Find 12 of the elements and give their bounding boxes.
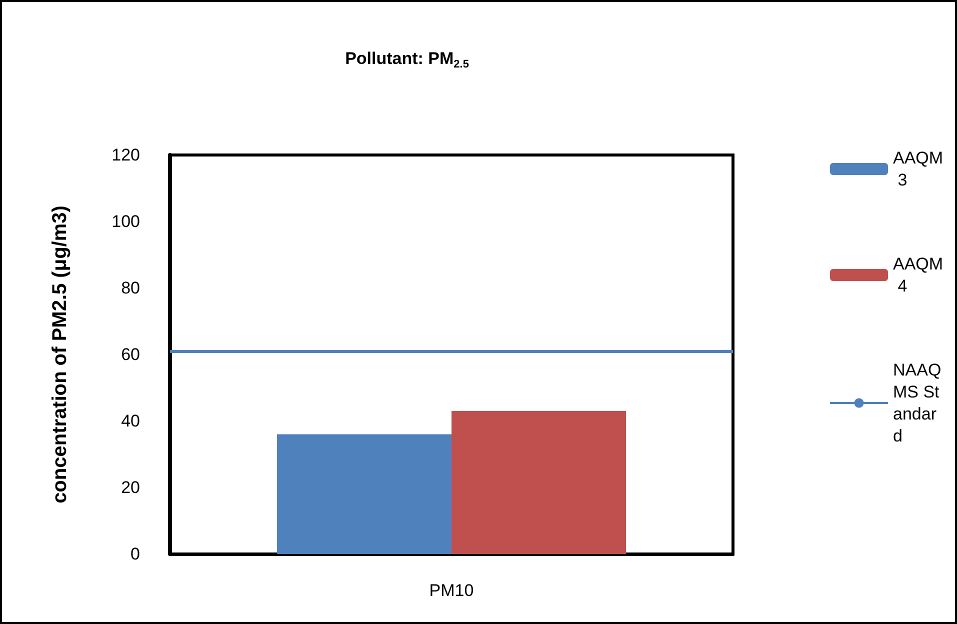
y-tick-label: 40 [121,412,140,430]
y-axis-title: concentration of PM2.5 (μg/m3) [49,206,71,504]
y-tick-label: 60 [121,345,140,364]
legend-label: AAQM 4 [893,254,944,296]
y-tick-label: 120 [112,146,140,164]
x-tick-label: PM10 [429,581,474,600]
y-tick-label: 80 [121,278,140,298]
legend-label: AAQM 3 [893,148,944,190]
y-tick-label: 20 [121,478,140,497]
y-tick-label: 0 [130,544,140,564]
y-tick-label: 100 [112,212,140,231]
legend-label: NAAQMS Standard [893,360,942,446]
